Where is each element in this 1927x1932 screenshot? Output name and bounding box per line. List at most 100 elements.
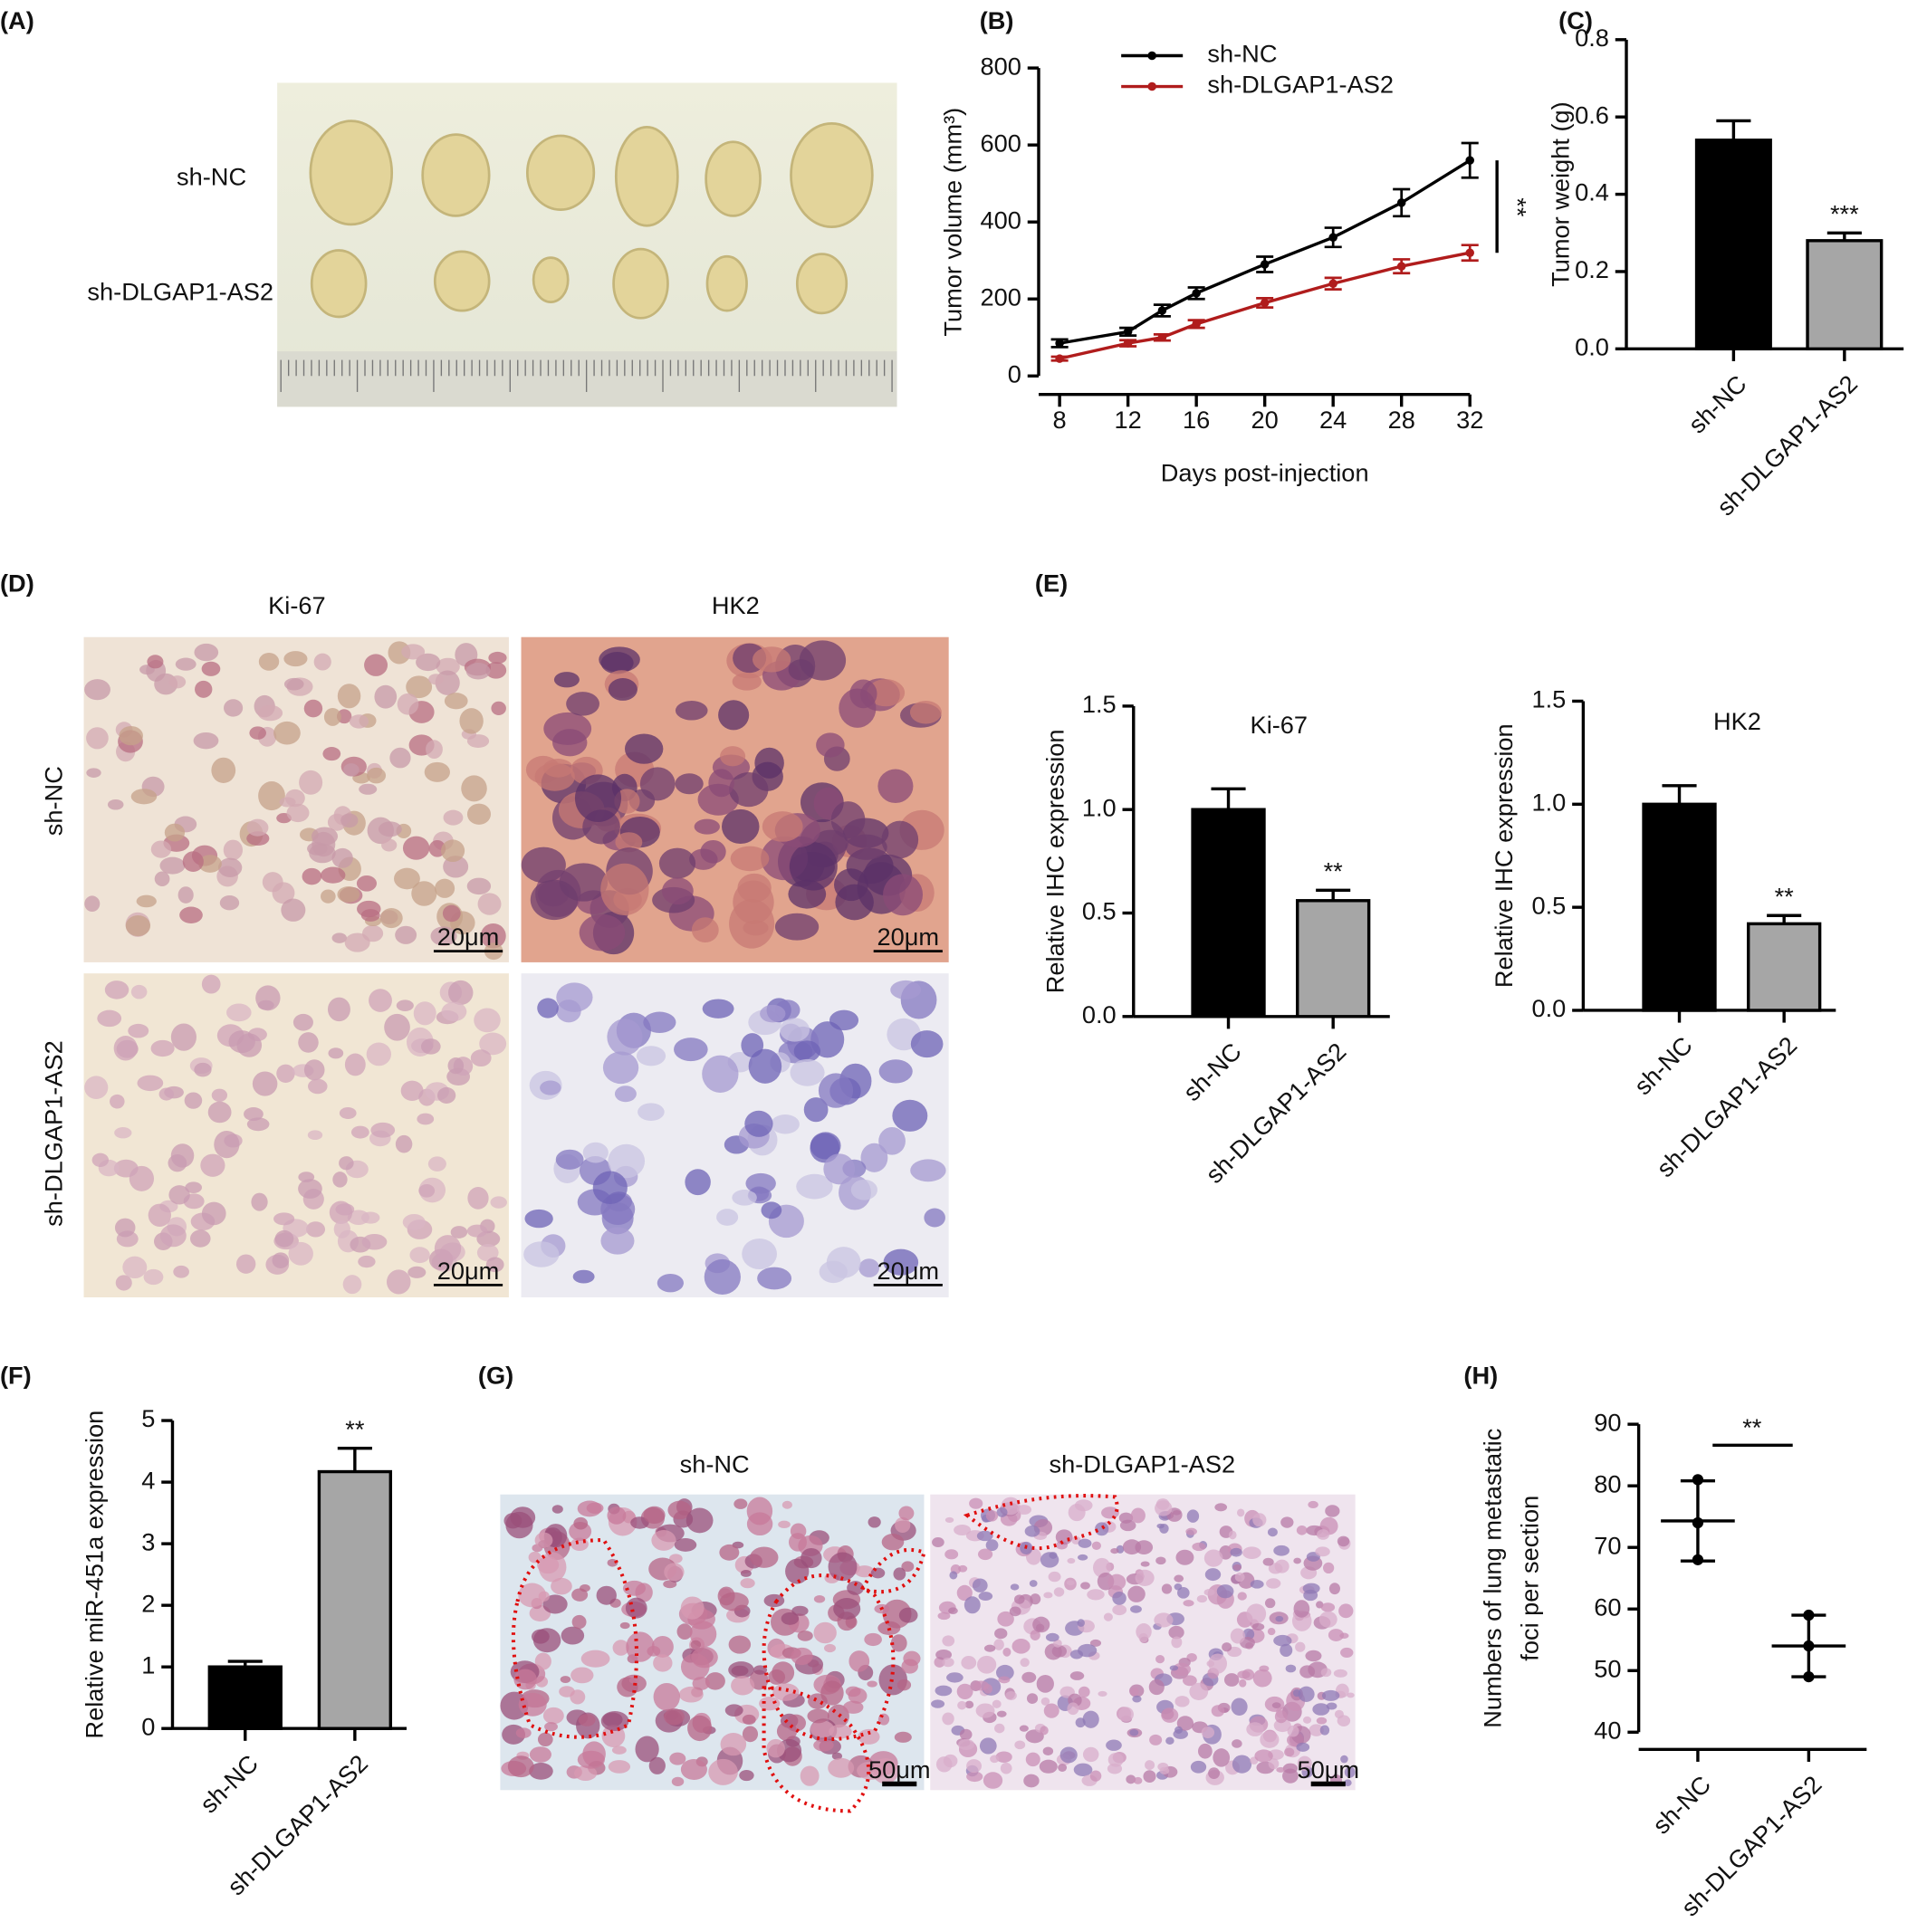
cell (1236, 1508, 1245, 1517)
cell (159, 1224, 187, 1248)
cell (1275, 1615, 1284, 1622)
cell (1101, 1506, 1119, 1519)
cell (236, 1033, 263, 1057)
cell (1044, 1643, 1062, 1660)
cell (540, 1080, 561, 1095)
cell (728, 1635, 752, 1654)
cell (107, 799, 124, 810)
cell (1078, 1643, 1098, 1658)
cell (1077, 1619, 1085, 1627)
cell (1309, 1724, 1324, 1736)
panel-label: (D) (0, 569, 34, 598)
cell (1055, 1529, 1073, 1545)
cell (1251, 1622, 1265, 1631)
cell (435, 878, 455, 898)
cell (1040, 1697, 1050, 1706)
cell (534, 1532, 553, 1549)
scale-bar-label: 50μm (1297, 1755, 1359, 1784)
cell (1067, 1557, 1076, 1564)
cell (653, 1654, 673, 1672)
cell (823, 1643, 837, 1653)
cell (428, 674, 444, 685)
cell (574, 774, 622, 822)
cell (1242, 1669, 1255, 1680)
cell (1107, 1752, 1124, 1767)
cell (628, 1677, 639, 1684)
significance: ** (1742, 1413, 1762, 1441)
cell (1344, 1766, 1356, 1778)
cell (671, 1776, 685, 1786)
cell (1140, 1561, 1150, 1567)
cell (459, 708, 484, 734)
cell (643, 1506, 666, 1525)
cell (1000, 1762, 1012, 1774)
cell (791, 1605, 809, 1616)
cell (867, 1680, 877, 1688)
cell (570, 1667, 594, 1684)
cell (702, 999, 734, 1019)
cell (803, 1097, 829, 1123)
cell (466, 734, 490, 748)
cell (488, 651, 507, 665)
legend-swatch (1147, 51, 1156, 61)
cell (750, 1546, 779, 1568)
cell (1172, 1662, 1191, 1677)
cell (283, 651, 308, 667)
y-tick-label: 0 (141, 1712, 155, 1740)
cell (328, 1047, 344, 1059)
cell (785, 1558, 810, 1584)
cell (719, 1592, 749, 1612)
cell (298, 1032, 319, 1053)
x-tick-label: sh-NC (1628, 1031, 1697, 1100)
cell (1133, 1776, 1143, 1784)
cell (935, 1756, 953, 1773)
cell (708, 1758, 738, 1785)
cell (1280, 1516, 1294, 1528)
cell (409, 1247, 430, 1264)
cell (1089, 1639, 1102, 1647)
cell (1273, 1634, 1292, 1647)
cell (956, 1584, 973, 1602)
cell (961, 1655, 977, 1670)
cell (1174, 1696, 1190, 1707)
cell (1295, 1641, 1306, 1652)
cell (466, 1224, 488, 1238)
cell (1059, 1746, 1078, 1764)
cell (1171, 1636, 1183, 1649)
cell (754, 747, 784, 779)
cell (790, 1523, 807, 1540)
cell (1338, 1603, 1354, 1619)
x-tick-label: 28 (1388, 406, 1415, 434)
cell (86, 768, 101, 778)
cell (389, 747, 411, 769)
point (1465, 248, 1474, 257)
cell (1106, 1739, 1122, 1751)
cell (946, 1672, 964, 1683)
row-label: sh-DLGAP1-AS2 (87, 277, 273, 305)
cell (788, 659, 814, 681)
cell (1216, 1584, 1234, 1599)
cell (850, 1179, 877, 1200)
x-tick-label: sh-NC (1647, 1770, 1716, 1839)
cell (823, 1153, 856, 1185)
bar (1191, 808, 1266, 1019)
point (1123, 339, 1133, 348)
cell (730, 846, 770, 872)
legend-label: sh-NC (1207, 40, 1277, 68)
cell (983, 1772, 1003, 1789)
cell (760, 1004, 786, 1023)
cell (1149, 1734, 1163, 1745)
y-tick-label: 1.0 (1532, 788, 1567, 816)
cell (842, 1700, 864, 1714)
series-line (1059, 251, 1471, 360)
cell (331, 933, 348, 943)
cell (828, 1552, 858, 1582)
cell (333, 1219, 350, 1239)
cell (978, 1592, 993, 1601)
cell (224, 699, 244, 717)
cell (507, 1755, 534, 1778)
cell (337, 886, 360, 903)
cell (964, 1596, 981, 1614)
column-label: HK2 (712, 591, 760, 619)
cell (994, 1723, 1005, 1734)
